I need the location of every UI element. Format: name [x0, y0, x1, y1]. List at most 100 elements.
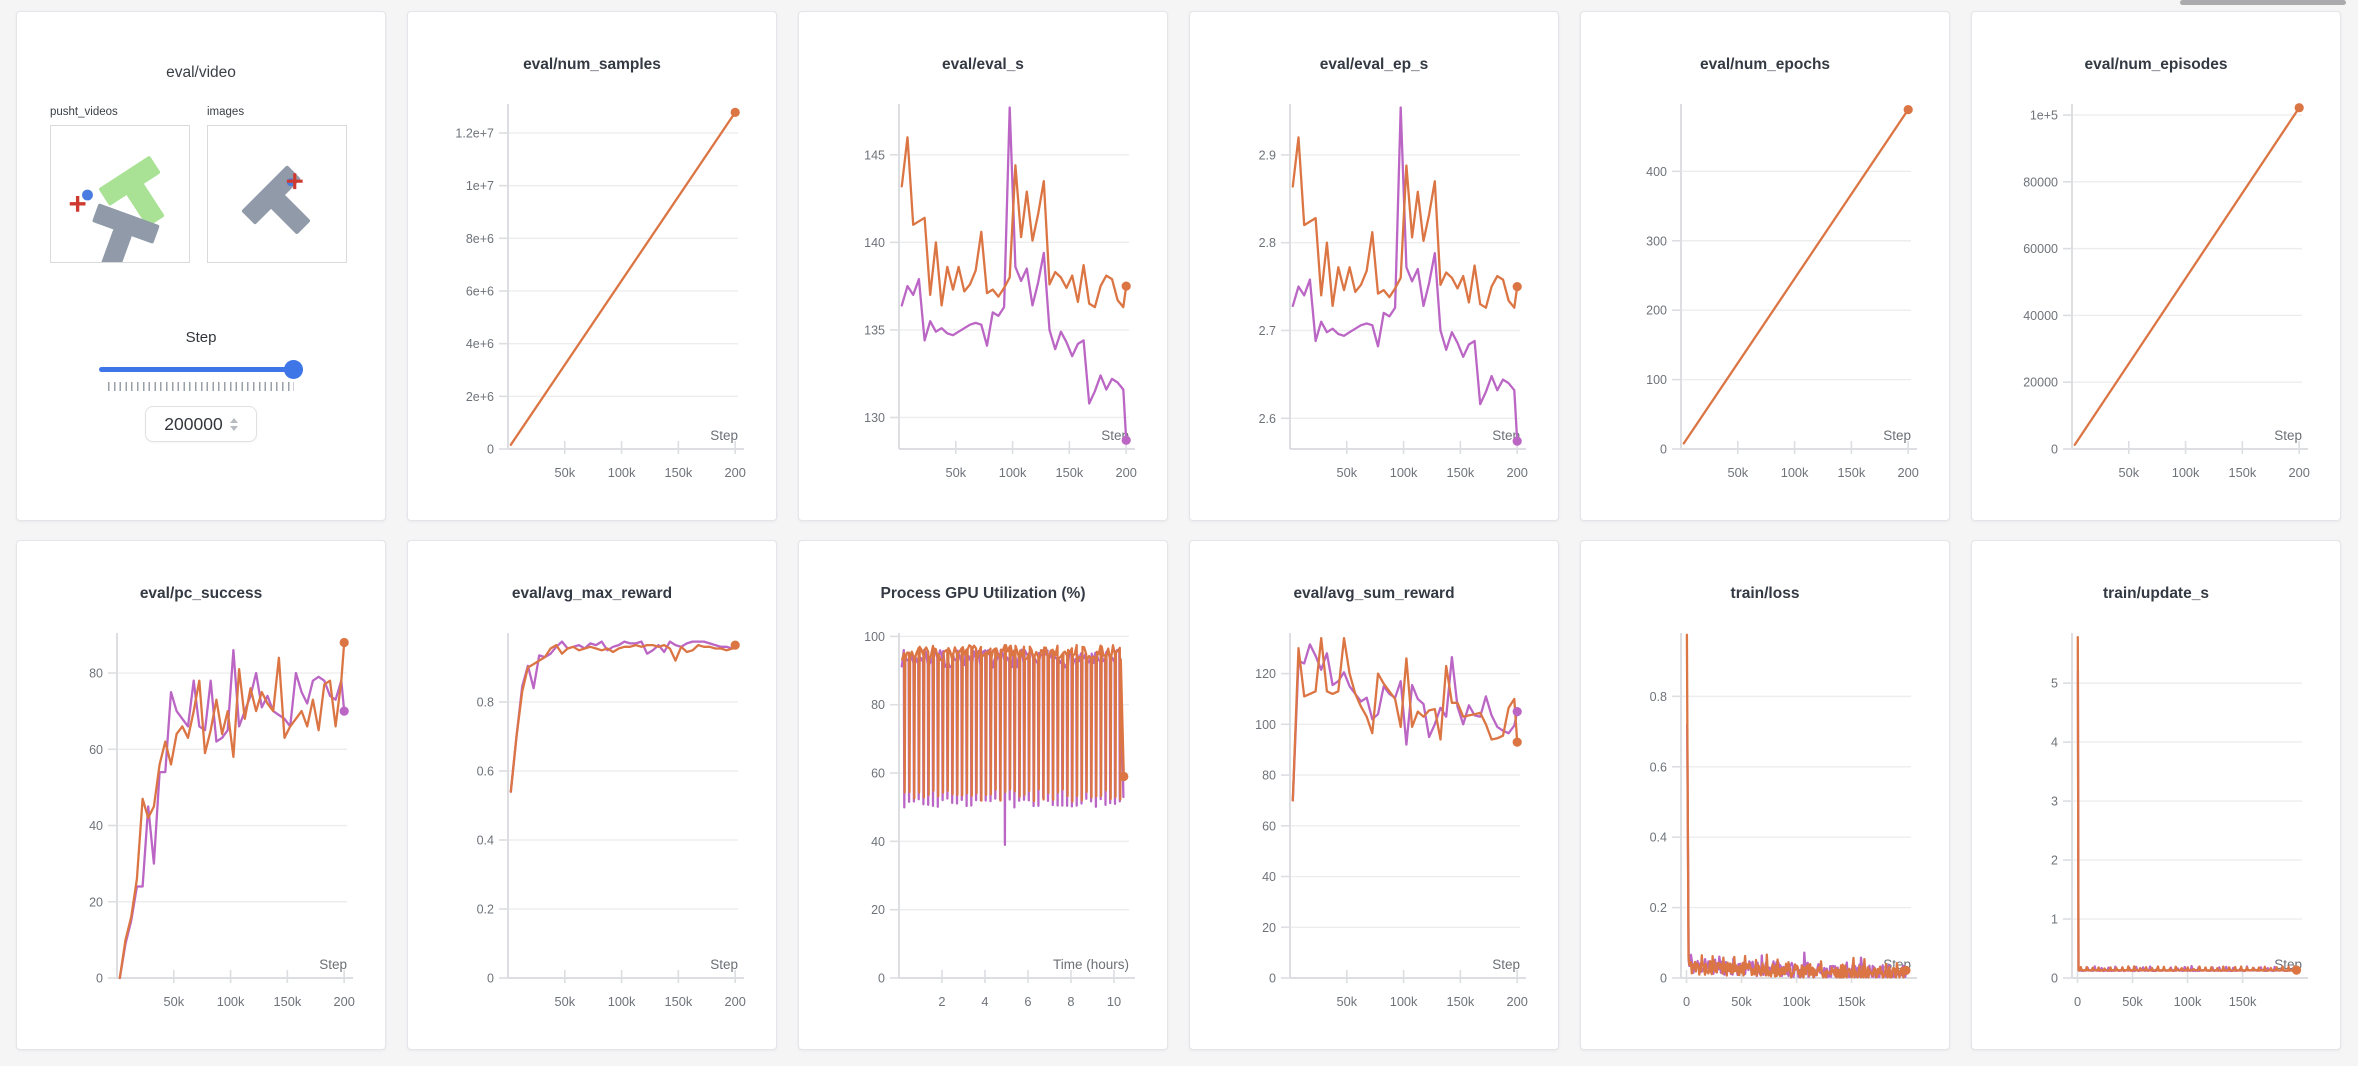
svg-text:3: 3	[2051, 795, 2058, 809]
panel-eval-num-samples: eval/num_samples 0 2e+6 4e+6 6e+6 8e+6 1e+7 1.…	[407, 11, 777, 521]
line-chart-eval-avg-sum-reward[interactable]: 0 20 40 60 80 100 120 50k 100k 150k 200 Step	[1190, 631, 1559, 1050]
svg-text:1.2e+7: 1.2e+7	[455, 126, 494, 140]
svg-text:8e+6: 8e+6	[466, 232, 494, 246]
svg-text:100k: 100k	[608, 465, 636, 480]
svg-text:2: 2	[938, 994, 945, 1009]
scrollbar-horizontal[interactable]	[2180, 0, 2346, 5]
svg-text:1e+5: 1e+5	[2030, 109, 2058, 123]
line-chart-eval-pc-success[interactable]: 0 20 40 60 80 50k 100k 150k 200 Step	[17, 631, 386, 1050]
slider-track[interactable]	[99, 367, 303, 372]
step-control: Step 200000	[17, 329, 385, 442]
panel-train-loss: train/loss 0 0.2 0.4 0.6 0.8 0 50k 100k 150k Step	[1580, 540, 1950, 1050]
svg-text:200: 200	[2288, 465, 2309, 480]
svg-text:150k: 150k	[1446, 465, 1474, 480]
chart-title: eval/avg_sum_reward	[1293, 585, 1455, 602]
panel-eval-video: eval/video pusht_videos	[16, 11, 386, 521]
svg-text:0.8: 0.8	[1650, 690, 1667, 704]
svg-text:80: 80	[1262, 769, 1276, 783]
svg-text:100: 100	[1255, 718, 1276, 732]
svg-text:80000: 80000	[2023, 175, 2058, 189]
svg-text:200: 200	[1897, 465, 1918, 480]
line-chart-eval-num-epochs[interactable]: 0 100 200 300 400 50k 100k 150k 200 Step	[1581, 102, 1950, 521]
svg-text:100: 100	[1646, 373, 1667, 387]
svg-text:150k: 150k	[1837, 465, 1865, 480]
svg-text:200: 200	[1646, 304, 1667, 318]
svg-text:100k: 100k	[608, 994, 636, 1009]
svg-text:2.9: 2.9	[1259, 148, 1276, 162]
pusht-video-thumbnail[interactable]	[50, 125, 190, 263]
svg-text:Time (hours): Time (hours)	[1053, 957, 1129, 972]
svg-text:120: 120	[1255, 667, 1276, 681]
svg-text:150k: 150k	[1446, 994, 1474, 1009]
spinner-up-icon[interactable]	[229, 417, 238, 423]
svg-text:0.2: 0.2	[1650, 901, 1667, 915]
svg-text:2: 2	[2051, 854, 2058, 868]
svg-text:200: 200	[333, 994, 354, 1009]
step-number-input[interactable]: 200000	[145, 406, 257, 442]
svg-text:20000: 20000	[2023, 376, 2058, 390]
svg-text:300: 300	[1646, 234, 1667, 248]
chart-title: eval/num_epochs	[1699, 56, 1831, 73]
spinner-down-icon[interactable]	[229, 425, 238, 431]
line-chart-eval-avg-max-reward[interactable]: 0 0.2 0.4 0.6 0.8 50k 100k 150k 200 Step	[408, 631, 777, 1050]
svg-text:80: 80	[871, 698, 885, 712]
svg-text:100k: 100k	[2174, 994, 2202, 1009]
svg-text:200: 200	[724, 994, 745, 1009]
chart-title: Process GPU Utilization (%)	[880, 585, 1086, 602]
svg-text:100k: 100k	[999, 465, 1027, 480]
svg-text:0.8: 0.8	[477, 696, 494, 710]
panel-gpu-utilization: Process GPU Utilization (%) 0 20 40 60 80 100…	[798, 540, 1168, 1050]
line-chart-gpu-utilization[interactable]: 0 20 40 60 80 100 2 4 6 8 10 Time (hours)	[799, 631, 1168, 1050]
svg-text:50k: 50k	[554, 465, 575, 480]
video-panel-title: eval/video	[166, 64, 236, 81]
step-slider-label: Step	[185, 329, 217, 346]
line-chart-eval-num-samples[interactable]: 0 2e+6 4e+6 6e+6 8e+6 1e+7 1.2e+7 50k 100k 150k 20…	[408, 102, 777, 521]
svg-text:0: 0	[1660, 972, 1667, 986]
svg-text:6: 6	[1024, 994, 1031, 1009]
svg-text:1: 1	[2051, 913, 2058, 927]
svg-text:4e+6: 4e+6	[466, 337, 494, 351]
svg-text:2.8: 2.8	[1259, 236, 1276, 250]
svg-text:0: 0	[487, 443, 494, 457]
thumb-images: images	[207, 106, 347, 263]
chart-title: eval/num_samples	[523, 56, 661, 73]
svg-text:50k: 50k	[163, 994, 184, 1009]
svg-text:5: 5	[2051, 677, 2058, 691]
svg-text:0: 0	[1660, 443, 1667, 457]
svg-text:40: 40	[1262, 870, 1276, 884]
svg-text:50k: 50k	[1336, 465, 1357, 480]
svg-text:150k: 150k	[1838, 994, 1866, 1009]
svg-text:50k: 50k	[2122, 994, 2143, 1009]
video-thumbnails: pusht_videos	[50, 106, 385, 263]
svg-text:150k: 150k	[664, 465, 692, 480]
chart-title: train/update_s	[2103, 585, 2209, 602]
svg-text:1e+7: 1e+7	[466, 179, 494, 193]
step-slider[interactable]	[99, 360, 303, 379]
chart-title: train/loss	[1730, 585, 1800, 602]
svg-text:0.4: 0.4	[477, 834, 494, 848]
svg-text:Step: Step	[2274, 428, 2302, 443]
chart-title: eval/avg_max_reward	[511, 585, 673, 602]
svg-text:4: 4	[981, 994, 988, 1009]
line-chart-eval-num-episodes[interactable]: 0 20000 40000 60000 80000 1e+5 50k 100k 150k 200 S…	[1972, 102, 2341, 521]
svg-text:40: 40	[871, 835, 885, 849]
slider-knob[interactable]	[284, 360, 303, 379]
number-spinner-icon[interactable]	[229, 417, 238, 431]
svg-text:50k: 50k	[945, 465, 966, 480]
svg-text:200: 200	[724, 465, 745, 480]
svg-text:Step: Step	[1883, 428, 1911, 443]
svg-text:0: 0	[487, 972, 494, 986]
panel-eval-pc-success: eval/pc_success 0 20 40 60 80 50k 100k 150k 200 S…	[16, 540, 386, 1050]
svg-text:0: 0	[1683, 994, 1690, 1009]
svg-text:Step: Step	[319, 957, 347, 972]
svg-text:60: 60	[89, 743, 103, 757]
thumb-pusht-videos: pusht_videos	[50, 106, 190, 263]
images-env-render-icon	[241, 165, 310, 234]
svg-text:50k: 50k	[1731, 994, 1752, 1009]
svg-text:0: 0	[1269, 972, 1276, 986]
images-thumbnail[interactable]	[207, 125, 347, 263]
